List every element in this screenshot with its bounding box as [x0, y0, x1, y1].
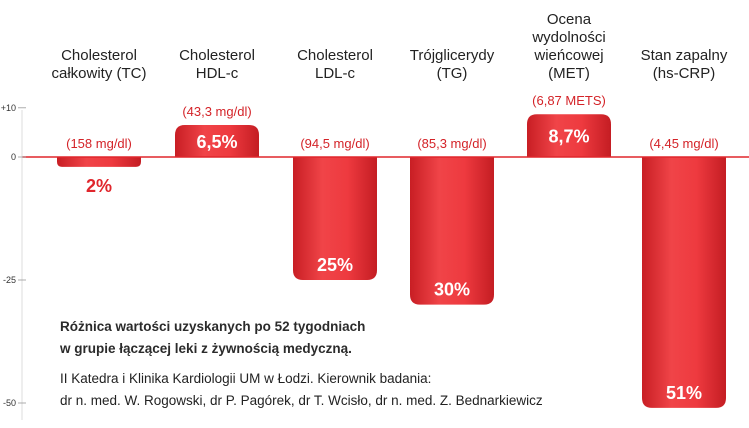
- bar-baseline-label: (158 mg/dl): [66, 136, 132, 151]
- caption-line-4: dr n. med. W. Rogowski, dr P. Pagórek, d…: [60, 393, 543, 408]
- category-label: Ocena: [547, 11, 592, 28]
- bar: [293, 157, 377, 280]
- category-label: (TG): [437, 65, 468, 82]
- category-label: Cholesterol: [179, 47, 255, 64]
- bar-baseline-label: (43,3 mg/dl): [182, 104, 251, 119]
- bar-value-label: 51%: [666, 383, 702, 403]
- bar: [175, 125, 259, 157]
- y-tick-label: 0: [11, 152, 16, 162]
- category-label: Cholesterol: [297, 47, 373, 64]
- category-label: (hs-CRP): [653, 65, 716, 82]
- category-label: wydolności: [531, 29, 605, 46]
- bar: [410, 157, 494, 305]
- bar: [57, 157, 141, 167]
- caption-line-1: Różnica wartości uzyskanych po 52 tygodn…: [60, 319, 366, 334]
- bar-baseline-label: (4,45 mg/dl): [649, 136, 718, 151]
- category-label: wieńcowej: [533, 47, 603, 64]
- category-label: LDL-c: [315, 65, 356, 82]
- category-label: (MET): [548, 65, 590, 82]
- y-tick-label: -25: [3, 275, 16, 285]
- category-label: Stan zapalny: [641, 47, 728, 64]
- y-tick-label: -50: [3, 398, 16, 408]
- category-label: Cholesterol: [61, 47, 137, 64]
- caption-line-2: w grupie łączącej leki z żywnością medyc…: [60, 341, 352, 356]
- category-label: HDL-c: [196, 65, 239, 82]
- bar-value-label: 25%: [317, 255, 353, 275]
- y-tick-label: +10: [1, 103, 16, 113]
- bar-value-label: 30%: [434, 280, 470, 300]
- bar: [642, 157, 726, 408]
- bar-value-label: 8,7%: [548, 127, 589, 147]
- bar-value-label: 2%: [86, 176, 112, 196]
- bar: [527, 114, 611, 157]
- bar-baseline-label: (94,5 mg/dl): [300, 136, 369, 151]
- bar-baseline-label: (85,3 mg/dl): [417, 136, 486, 151]
- caption-line-3: II Katedra i Klinika Kardiologii UM w Ło…: [60, 371, 432, 386]
- category-label: całkowity (TC): [51, 65, 146, 82]
- bar-value-label: 6,5%: [196, 132, 237, 152]
- bar-baseline-label: (6,87 METS): [532, 93, 606, 108]
- category-label: Trójglicerydy: [410, 47, 495, 64]
